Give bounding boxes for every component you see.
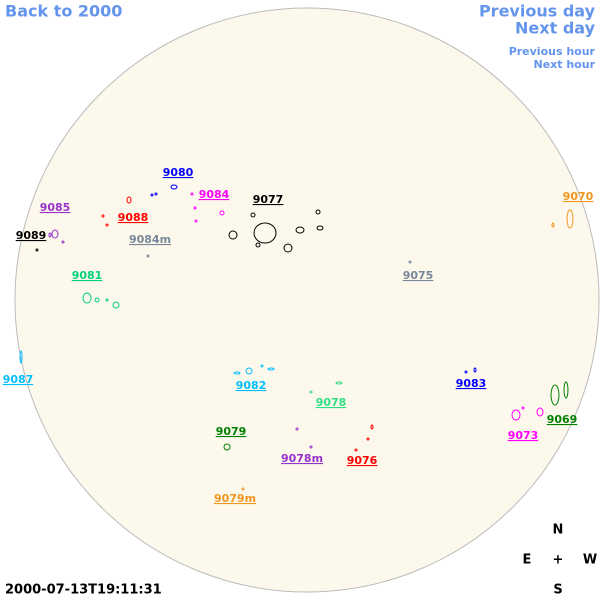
sunspot (19, 350, 23, 364)
region-label[interactable]: 9079 (216, 425, 247, 438)
region-label[interactable]: 9078 (316, 396, 347, 409)
region-label[interactable]: 9070 (563, 190, 594, 203)
region-label[interactable]: 9082 (236, 379, 267, 392)
region-label[interactable]: 9089 (16, 229, 47, 242)
back-link[interactable]: Back to 2000 (5, 2, 122, 21)
sunspot (335, 381, 343, 385)
region-label[interactable]: 9088 (118, 211, 149, 224)
sunspot (550, 384, 560, 406)
sunspot (126, 196, 132, 204)
sunspot (82, 292, 92, 304)
region-label[interactable]: 9084m (129, 233, 171, 246)
compass-west: W (583, 553, 597, 568)
sunspot (315, 209, 321, 215)
sunspot (521, 406, 525, 410)
sunspot (267, 367, 275, 371)
sunspot (105, 223, 109, 227)
sunspot (48, 232, 52, 238)
sunspot (563, 381, 569, 399)
sunspot (105, 298, 109, 302)
previous-day-link[interactable]: Previous day (479, 2, 596, 21)
sunspot (370, 424, 374, 430)
sunspot (112, 301, 120, 309)
solar-disk (14, 7, 600, 593)
region-label[interactable]: 9078m (281, 452, 323, 465)
sunspot (473, 367, 477, 373)
sunspot (316, 225, 324, 231)
sunspot (228, 230, 238, 240)
sunspot (146, 254, 150, 258)
sunspot (464, 370, 468, 374)
sunspot (194, 219, 198, 223)
sunspot (193, 206, 197, 210)
compass-center: + (553, 553, 564, 568)
sunspot (241, 487, 245, 491)
sunspot (366, 437, 370, 441)
region-label[interactable]: 9079m (214, 492, 256, 505)
sunspot (170, 184, 178, 190)
sunspot (536, 407, 544, 417)
sunspot (61, 240, 65, 244)
region-label[interactable]: 9076 (347, 454, 378, 467)
region-label[interactable]: 9083 (456, 377, 487, 390)
sunspot (51, 229, 59, 239)
compass-south: S (553, 583, 562, 598)
region-label[interactable]: 9087 (3, 373, 34, 386)
sunspot (511, 409, 521, 421)
sunspot (223, 443, 231, 451)
sunspot (233, 371, 241, 375)
sunspot (35, 248, 39, 252)
region-label[interactable]: 9069 (547, 413, 578, 426)
region-label[interactable]: 9077 (253, 193, 284, 206)
sunspot (566, 209, 574, 229)
compass-north: N (553, 523, 564, 538)
sunspot (408, 260, 412, 264)
region-label[interactable]: 9073 (508, 429, 539, 442)
sunspot (253, 222, 277, 244)
region-label[interactable]: 9084 (199, 188, 230, 201)
sunspot (309, 445, 313, 449)
region-label[interactable]: 9085 (40, 201, 71, 214)
sunspot (295, 427, 299, 431)
sunspot (354, 448, 358, 452)
sunspot (94, 297, 100, 303)
sunspot (219, 210, 225, 216)
sunspot (260, 364, 264, 368)
sunspot (190, 192, 194, 196)
compass-east: E (523, 553, 532, 568)
sunspot (255, 242, 261, 248)
next-hour-link[interactable]: Next hour (534, 58, 596, 71)
next-day-link[interactable]: Next day (515, 19, 596, 38)
sunspot (154, 192, 158, 196)
previous-hour-link[interactable]: Previous hour (509, 45, 596, 58)
sunspot (245, 367, 253, 375)
region-label[interactable]: 9081 (72, 269, 103, 282)
sunspot (101, 214, 105, 218)
sunspot (551, 222, 555, 228)
sunspot (283, 243, 293, 253)
sunspot (295, 226, 305, 234)
region-label[interactable]: 9075 (403, 269, 434, 282)
sunspot (150, 193, 154, 197)
sunspot (309, 390, 313, 394)
timestamp: 2000-07-13T19:11:31 (5, 583, 162, 598)
region-label[interactable]: 9080 (163, 166, 194, 179)
sunspot (250, 212, 256, 218)
